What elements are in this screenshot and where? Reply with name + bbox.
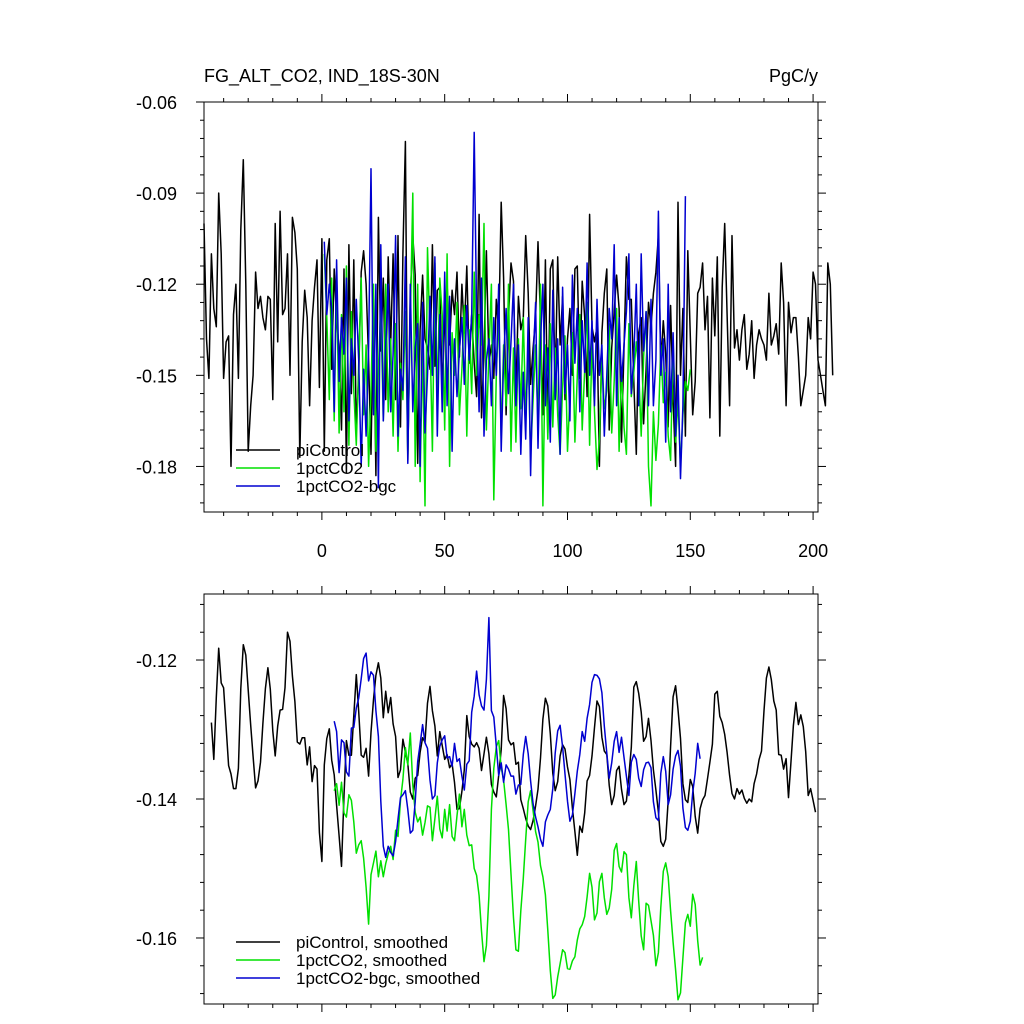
bottom-axes-ticks: -0.12 -0.14 -0.16 xyxy=(136,586,826,1012)
y-tick-label: -0.18 xyxy=(136,457,177,477)
legend-label-1: piControl xyxy=(296,441,364,460)
y-tick-label: -0.06 xyxy=(136,93,177,113)
x-tick-label: 100 xyxy=(552,541,582,561)
series-line-3 xyxy=(323,131,687,489)
x-tick-label: 0 xyxy=(317,541,327,561)
legend-label-1: piControl, smoothed xyxy=(296,933,448,952)
y-tick-label: -0.09 xyxy=(136,184,177,204)
top-series-group xyxy=(203,131,834,507)
legend-label-3: 1pctCO2-bgc, smoothed xyxy=(296,969,480,988)
legend-label-2: 1pctCO2, smoothed xyxy=(296,951,447,970)
top-axes-ticks: 0 50 100 150 200 -0.06 -0.09 -0.12 -0.15 -0.18 xyxy=(136,93,828,561)
top-chart-units: PgC/y xyxy=(769,66,818,86)
series-line-1 xyxy=(210,631,817,868)
legend-label-3: 1pctCO2-bgc xyxy=(296,477,397,496)
x-tick-label: 50 xyxy=(435,541,455,561)
top-panel: FG_ALT_CO2, IND_18S-30N PgC/y 0 50 100 150 2… xyxy=(136,66,834,561)
legend-label-2: 1pctCO2 xyxy=(296,459,363,478)
bottom-series-group xyxy=(210,616,817,1001)
y-tick-label: -0.12 xyxy=(136,651,177,671)
y-tick-label: -0.15 xyxy=(136,366,177,386)
y-tick-label: -0.12 xyxy=(136,275,177,295)
series-line-1 xyxy=(203,140,834,477)
series-line-2 xyxy=(333,732,704,1001)
x-tick-label: 150 xyxy=(675,541,705,561)
series-line-3 xyxy=(333,616,701,859)
top-plot-frame xyxy=(203,101,819,513)
x-tick-label: 200 xyxy=(798,541,828,561)
y-tick-label: -0.16 xyxy=(136,929,177,949)
top-chart-title: FG_ALT_CO2, IND_18S-30N xyxy=(204,66,440,87)
y-tick-label: -0.14 xyxy=(136,790,177,810)
bottom-panel: -0.12-0.14-0.16 piControl, smoothed1pctC… xyxy=(136,586,826,1012)
